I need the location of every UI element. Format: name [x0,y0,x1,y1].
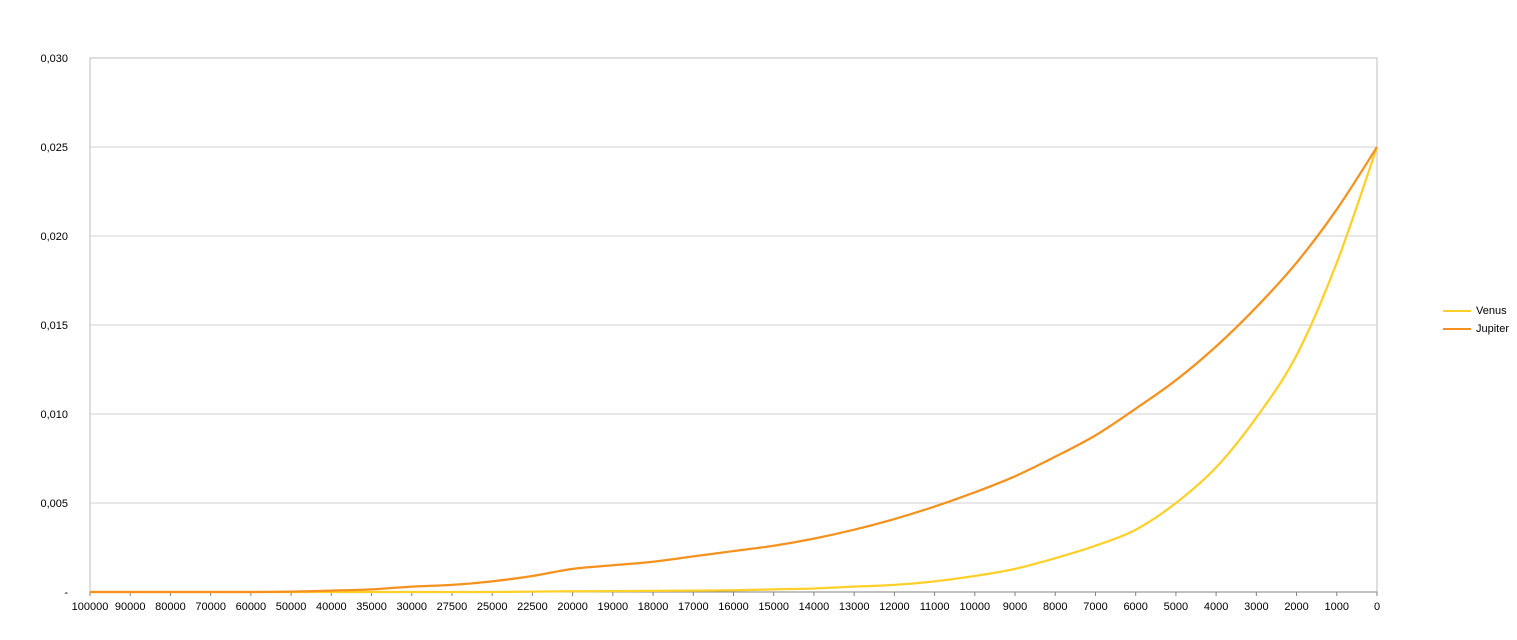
x-tick-label: 4000 [1204,601,1228,613]
legend-item-jupiter: Jupiter [1443,320,1509,338]
x-tick-label: 50000 [276,601,307,613]
x-tick-label: 12000 [879,601,910,613]
x-tick-label: 30000 [396,601,427,613]
x-tick-label: 11000 [920,601,950,613]
x-tick-label: 80000 [155,601,186,613]
x-tick-label: 2000 [1284,601,1308,613]
x-tick-label: 40000 [316,601,347,613]
x-tick-label: 18000 [638,601,669,613]
y-tick-label: - [64,587,68,599]
x-tick-label: 8000 [1043,601,1067,613]
y-tick-label: 0,005 [40,498,68,510]
legend-item-venus: Venus [1443,302,1509,320]
x-tick-label: 9000 [1003,601,1027,613]
y-tick-label: 0,020 [40,231,68,243]
x-tick-label: 70000 [195,601,226,613]
x-tick-label: 100000 [72,601,109,613]
x-tick-label: 5000 [1164,601,1188,613]
x-tick-label: 27500 [437,601,468,613]
x-tick-label: 60000 [236,601,267,613]
x-tick-label: 16000 [718,601,749,613]
series-line-jupiter [90,146,1378,594]
x-tick-label: 13000 [839,601,870,613]
x-tick-label: 22500 [517,601,548,613]
x-tick-label: 3000 [1244,601,1268,613]
y-gridlines [90,146,1377,504]
x-tick-label: 0 [1374,601,1380,613]
y-tick-label: 0,010 [40,409,68,421]
legend-label-jupiter: Jupiter [1476,323,1510,335]
x-tick-label: 25000 [477,601,508,613]
y-tick-label: 0,015 [40,320,68,332]
x-tick-label: 10000 [960,601,991,613]
legend: Venus Jupiter [1443,302,1509,338]
x-tick-label: 7000 [1083,601,1107,613]
x-tick-label: 14000 [799,601,830,613]
series-line-venus [90,146,1379,594]
x-tick-label: 20000 [557,601,588,613]
x-tick-label: 90000 [115,601,146,613]
legend-swatch-jupiter [1443,328,1471,330]
legend-swatch-venus [1443,310,1471,312]
series-lines [90,146,1379,594]
x-tick-label: 19000 [598,601,629,613]
y-tick-label: 0,025 [40,142,68,154]
x-tick-label: 1000 [1325,601,1349,613]
x-tick-label: 35000 [356,601,387,613]
x-axis-tick-labels: 100000 90000 80000 70000 60000 50000 40000 3500… [72,601,1380,613]
y-tick-label: 0,030 [40,53,68,65]
x-tick-label: 17000 [678,601,709,613]
y-axis-tick-labels: - 0,005 0,010 0,015 0,020 0,025 0,030 [40,53,68,599]
x-tick-label: 6000 [1123,601,1147,613]
x-tick-label: 15000 [758,601,789,613]
legend-label-venus: Venus [1476,305,1507,317]
